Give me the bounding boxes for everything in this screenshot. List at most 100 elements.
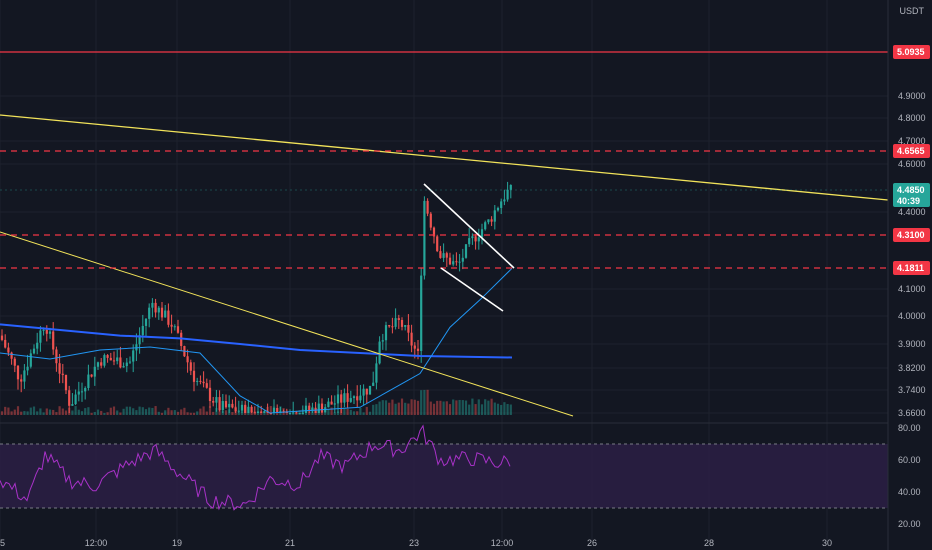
volume-bar xyxy=(10,411,13,415)
candle-body xyxy=(480,229,484,238)
volume-bar xyxy=(458,399,461,415)
candle-body xyxy=(160,307,164,318)
candle-body xyxy=(391,326,394,328)
volume-bar xyxy=(160,412,164,415)
candle-body xyxy=(112,360,116,362)
candle-body xyxy=(87,374,90,388)
volume-bar xyxy=(260,412,263,415)
grid xyxy=(0,0,888,540)
candle-body xyxy=(410,332,413,346)
volume-bar xyxy=(199,408,202,415)
volume-bar xyxy=(39,408,42,415)
price-tag-label: 4.3100 xyxy=(897,230,925,240)
price-tick-label: 4.7000 xyxy=(898,136,926,146)
volume-bar xyxy=(407,403,410,415)
descending-trendline-lower[interactable] xyxy=(0,231,574,417)
candle-body xyxy=(202,381,205,384)
volume-bar xyxy=(298,410,301,415)
volume-bar xyxy=(189,412,192,415)
candle-body xyxy=(132,350,135,362)
candle-body xyxy=(423,200,426,276)
candle-body xyxy=(292,412,295,414)
candle-body xyxy=(186,356,189,363)
volume-bar xyxy=(173,410,176,415)
candle-body xyxy=(311,407,314,411)
volume-bar xyxy=(423,389,426,415)
candle-body xyxy=(301,413,304,414)
candle-body xyxy=(413,345,416,349)
candle-body xyxy=(484,222,487,230)
candle-body xyxy=(330,401,333,405)
candle-body xyxy=(36,342,39,349)
price-tag-box xyxy=(893,144,930,158)
candle-body xyxy=(176,326,180,333)
candle-body xyxy=(368,385,372,395)
candle-body xyxy=(231,403,234,408)
candle-body xyxy=(429,213,432,228)
candle-body xyxy=(317,403,320,413)
candle-body xyxy=(426,200,429,214)
volume-bar xyxy=(192,412,196,415)
candle-body xyxy=(378,341,381,364)
candle-body xyxy=(4,339,7,348)
candle-body xyxy=(80,391,84,393)
candle-body xyxy=(333,403,336,405)
candle-body xyxy=(477,237,480,242)
drawings[interactable] xyxy=(0,51,889,417)
candle-body xyxy=(144,318,148,326)
candle-body xyxy=(61,373,64,375)
volume-bar xyxy=(90,412,93,415)
volume-bar xyxy=(330,407,333,415)
currency-label: USDT xyxy=(899,6,925,16)
volume-bar xyxy=(106,412,109,415)
price-tick-label: 4.0000 xyxy=(898,311,926,321)
bar-countdown-label: 40:39 xyxy=(897,196,920,206)
time-tick-label: 26 xyxy=(587,538,597,548)
volume-bar xyxy=(93,411,96,415)
candle-body xyxy=(237,410,240,412)
candle-body xyxy=(496,207,500,211)
rsi-tick-label: 40.00 xyxy=(898,487,921,497)
candle-body xyxy=(352,396,356,399)
rsi-tick-label: 60.00 xyxy=(898,455,921,465)
volume-bar xyxy=(452,399,455,415)
volume-bar xyxy=(122,408,125,415)
price-tick-label: 4.4000 xyxy=(898,207,926,217)
volume-bar xyxy=(96,409,100,415)
ma-fast-line xyxy=(0,267,513,414)
price-axis[interactable]: 4.9000 4.8000 4.7000 4.6000 4.4000 4.1000 4.00… xyxy=(887,0,926,550)
candle-body xyxy=(90,374,93,377)
candle-body xyxy=(16,365,20,380)
candle-body xyxy=(400,320,404,327)
volume-bar xyxy=(474,404,477,415)
volume-bar xyxy=(176,411,180,415)
volume-bar xyxy=(4,406,7,415)
price-tick-label: 3.8200 xyxy=(898,363,926,373)
volume-bar xyxy=(109,407,112,415)
volume-bar xyxy=(16,406,20,415)
volume-bar xyxy=(496,403,500,415)
candle-body xyxy=(157,307,160,313)
candle-body xyxy=(116,357,119,362)
candle-body xyxy=(119,357,122,368)
flag-upper-line[interactable] xyxy=(423,183,515,269)
time-axis[interactable]: 5 12:00 19 21 23 12:00 26 28 30 xyxy=(0,538,832,548)
candle-body xyxy=(384,325,388,341)
volume-bar xyxy=(442,401,445,415)
volume-bar xyxy=(308,411,311,415)
current-price-tag xyxy=(893,183,930,207)
candle-body xyxy=(32,348,36,354)
volume-bar xyxy=(439,400,442,415)
price-tick-label: 3.6600 xyxy=(898,408,926,418)
time-tick-label: 12:00 xyxy=(85,538,108,548)
time-tick-label: 5 xyxy=(0,538,5,548)
candle-body xyxy=(365,388,368,395)
time-tick-label: 19 xyxy=(172,538,182,548)
volume-bar xyxy=(484,399,487,415)
flag-lower-line[interactable] xyxy=(440,267,504,312)
volume-bar xyxy=(388,402,391,415)
rsi-pane xyxy=(0,424,888,511)
volume-bar xyxy=(112,406,116,415)
descending-trendline-upper[interactable] xyxy=(0,114,889,201)
